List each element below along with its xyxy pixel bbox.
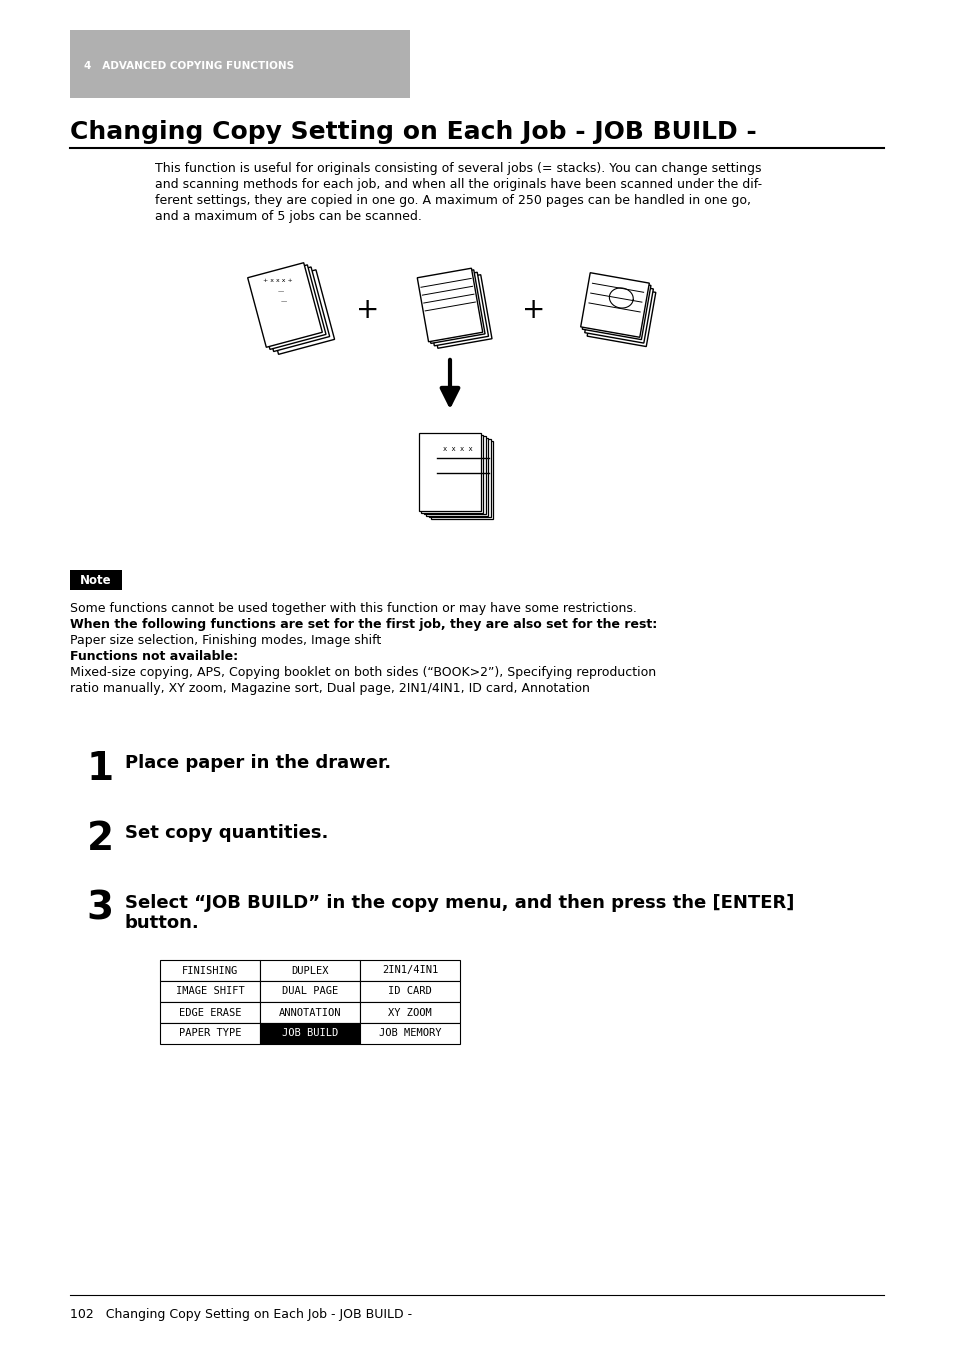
Bar xyxy=(416,269,482,342)
Text: button.: button. xyxy=(125,915,199,932)
Text: When the following functions are set for the first job, they are also set for th: When the following functions are set for… xyxy=(70,617,657,631)
Bar xyxy=(429,439,491,517)
Bar xyxy=(160,1023,260,1044)
Bar xyxy=(418,434,480,511)
Bar xyxy=(359,1002,459,1023)
Bar xyxy=(422,273,488,346)
Bar xyxy=(160,981,260,1002)
Bar xyxy=(260,1002,359,1023)
Bar xyxy=(260,981,359,1002)
Bar xyxy=(423,436,485,513)
Text: +: + xyxy=(521,296,545,324)
Text: IMAGE SHIFT: IMAGE SHIFT xyxy=(175,986,244,997)
Bar xyxy=(419,270,484,343)
Bar xyxy=(254,267,330,351)
Text: Set copy quantities.: Set copy quantities. xyxy=(125,824,328,842)
Text: Paper size selection, Finishing modes, Image shift: Paper size selection, Finishing modes, I… xyxy=(70,634,381,647)
Text: Mixed-size copying, APS, Copying booklet on both sides (“BOOK>2”), Specifying re: Mixed-size copying, APS, Copying booklet… xyxy=(70,666,656,680)
Bar xyxy=(359,981,459,1002)
Text: PAPER TYPE: PAPER TYPE xyxy=(178,1028,241,1039)
Bar xyxy=(259,270,335,354)
Text: Note: Note xyxy=(80,574,112,586)
Bar xyxy=(251,265,326,350)
Text: + x x x +: + x x x + xyxy=(263,278,293,282)
Text: 2: 2 xyxy=(87,820,113,858)
Bar xyxy=(260,1023,359,1044)
Text: —: — xyxy=(277,289,284,295)
Text: Changing Copy Setting on Each Job - JOB BUILD -: Changing Copy Setting on Each Job - JOB … xyxy=(70,120,756,145)
Bar xyxy=(160,1002,260,1023)
Bar xyxy=(586,282,655,347)
Bar xyxy=(160,961,260,981)
Bar xyxy=(426,274,492,349)
Text: 3: 3 xyxy=(87,890,113,928)
Bar xyxy=(260,961,359,981)
Bar xyxy=(431,440,493,519)
Text: Select “JOB BUILD” in the copy menu, and then press the [ENTER]: Select “JOB BUILD” in the copy menu, and… xyxy=(125,894,794,912)
Bar xyxy=(581,276,650,339)
Text: and a maximum of 5 jobs can be scanned.: and a maximum of 5 jobs can be scanned. xyxy=(154,209,421,223)
Text: 1: 1 xyxy=(87,750,113,788)
Text: ratio manually, XY zoom, Magazine sort, Dual page, 2IN1/4IN1, ID card, Annotatio: ratio manually, XY zoom, Magazine sort, … xyxy=(70,682,589,694)
Text: 2IN1/4IN1: 2IN1/4IN1 xyxy=(381,966,437,975)
Text: XY ZOOM: XY ZOOM xyxy=(388,1008,432,1017)
Bar xyxy=(359,961,459,981)
Bar xyxy=(426,438,488,516)
Text: DUPLEX: DUPLEX xyxy=(291,966,329,975)
Text: This function is useful for originals consisting of several jobs (= stacks). You: This function is useful for originals co… xyxy=(154,162,760,176)
Bar xyxy=(580,273,649,338)
Text: —: — xyxy=(280,299,286,304)
Bar xyxy=(584,278,653,343)
Bar xyxy=(70,30,410,99)
Text: EDGE ERASE: EDGE ERASE xyxy=(178,1008,241,1017)
Text: DUAL PAGE: DUAL PAGE xyxy=(281,986,337,997)
Text: JOB BUILD: JOB BUILD xyxy=(281,1028,337,1039)
Text: Functions not available:: Functions not available: xyxy=(70,650,238,663)
Bar xyxy=(70,570,122,590)
Text: ID CARD: ID CARD xyxy=(388,986,432,997)
Bar xyxy=(359,1023,459,1044)
Text: Place paper in the drawer.: Place paper in the drawer. xyxy=(125,754,391,771)
Bar xyxy=(421,435,483,512)
Text: and scanning methods for each job, and when all the originals have been scanned : and scanning methods for each job, and w… xyxy=(154,178,761,190)
Text: JOB MEMORY: JOB MEMORY xyxy=(378,1028,441,1039)
Text: +: + xyxy=(355,296,379,324)
Text: 102   Changing Copy Setting on Each Job - JOB BUILD -: 102 Changing Copy Setting on Each Job - … xyxy=(70,1308,412,1321)
Text: 4   ADVANCED COPYING FUNCTIONS: 4 ADVANCED COPYING FUNCTIONS xyxy=(84,61,294,72)
Text: FINISHING: FINISHING xyxy=(182,966,238,975)
Text: ferent settings, they are copied in one go. A maximum of 250 pages can be handle: ferent settings, they are copied in one … xyxy=(154,195,750,207)
Bar xyxy=(248,262,322,347)
Text: Some functions cannot be used together with this function or may have some restr: Some functions cannot be used together w… xyxy=(70,603,637,615)
Text: ANNOTATION: ANNOTATION xyxy=(278,1008,341,1017)
Text: x x x x: x x x x xyxy=(442,446,472,453)
